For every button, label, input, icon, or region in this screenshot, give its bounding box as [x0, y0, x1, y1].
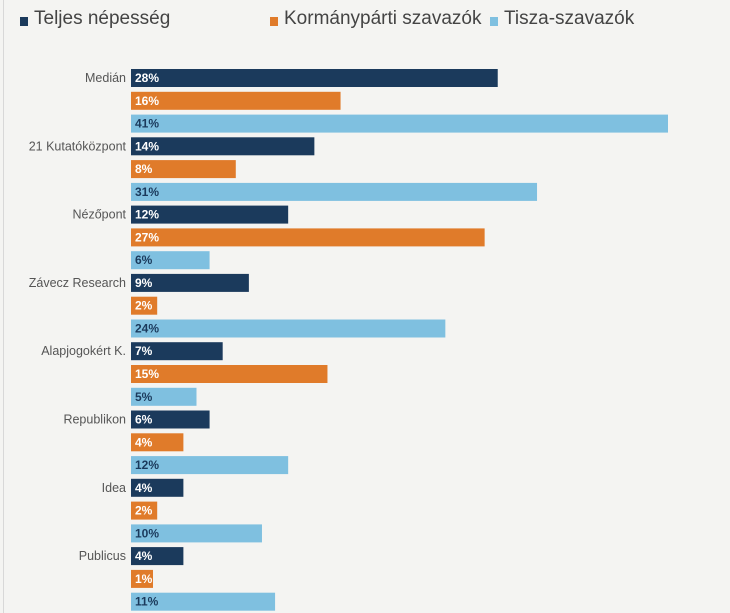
data-label: 15%	[135, 367, 159, 381]
bar	[131, 319, 446, 338]
bar	[131, 524, 262, 543]
data-label: 4%	[135, 549, 153, 563]
legend-swatch	[20, 16, 28, 26]
bar	[131, 456, 289, 475]
data-label: 31%	[135, 185, 159, 199]
data-label: 27%	[135, 230, 159, 244]
data-label: 6%	[135, 413, 153, 427]
legend-item-tisza: Tisza-szavazók	[490, 8, 634, 30]
bar	[131, 478, 184, 497]
data-label: 12%	[135, 208, 159, 222]
legend-swatch	[270, 16, 278, 26]
legend-swatch	[490, 16, 498, 26]
data-label: 1%	[135, 572, 153, 586]
legend-label: Tisza-szavazók	[504, 8, 635, 29]
data-label: 12%	[135, 458, 159, 472]
bar	[131, 547, 184, 566]
legend-item-teljes: Teljes népesség	[20, 8, 170, 30]
category-label: Alapjogokért K.	[41, 344, 126, 358]
data-label: 2%	[135, 504, 153, 518]
bar	[131, 273, 249, 292]
category-label: Republikon	[63, 413, 126, 427]
data-label: 5%	[135, 390, 153, 404]
legend-label: Kormánypárti szavazók	[284, 8, 482, 29]
frame-border	[3, 0, 4, 613]
bar	[131, 160, 236, 179]
category-label: Medián	[85, 71, 126, 85]
bar	[131, 69, 498, 87]
data-label: 41%	[135, 117, 159, 131]
bar	[131, 342, 223, 361]
data-label: 10%	[135, 526, 159, 540]
legend-label: Teljes népesség	[34, 8, 171, 29]
data-label: 7%	[135, 344, 153, 358]
bar	[131, 228, 485, 247]
bar	[131, 501, 158, 520]
category-label: Závecz Research	[29, 276, 126, 290]
data-label: 4%	[135, 481, 153, 495]
bar	[131, 569, 153, 588]
bar	[131, 91, 341, 110]
bar	[131, 592, 276, 611]
category-label: 21 Kutatóközpont	[29, 139, 127, 153]
bar	[131, 296, 158, 315]
bar	[131, 365, 328, 383]
legend-item-kormanyparti: Kormánypárti szavazók	[270, 8, 481, 30]
data-label: 8%	[135, 162, 153, 176]
data-label: 16%	[135, 94, 159, 108]
category-label: Nézőpont	[72, 208, 126, 222]
bar	[131, 387, 197, 406]
bar	[131, 114, 668, 133]
category-label: Publicus	[79, 549, 126, 563]
data-label: 9%	[135, 276, 153, 290]
data-label: 14%	[135, 139, 159, 153]
data-label: 2%	[135, 299, 153, 313]
bar	[131, 433, 184, 452]
data-label: 4%	[135, 435, 153, 449]
bar	[131, 205, 289, 224]
bar	[131, 410, 210, 429]
data-label: 28%	[135, 71, 159, 85]
bar	[131, 137, 315, 156]
bar	[131, 251, 210, 270]
data-label: 11%	[135, 595, 159, 609]
category-label: Idea	[102, 481, 126, 495]
bar	[131, 182, 538, 201]
data-label: 24%	[135, 322, 159, 336]
data-label: 6%	[135, 253, 153, 267]
